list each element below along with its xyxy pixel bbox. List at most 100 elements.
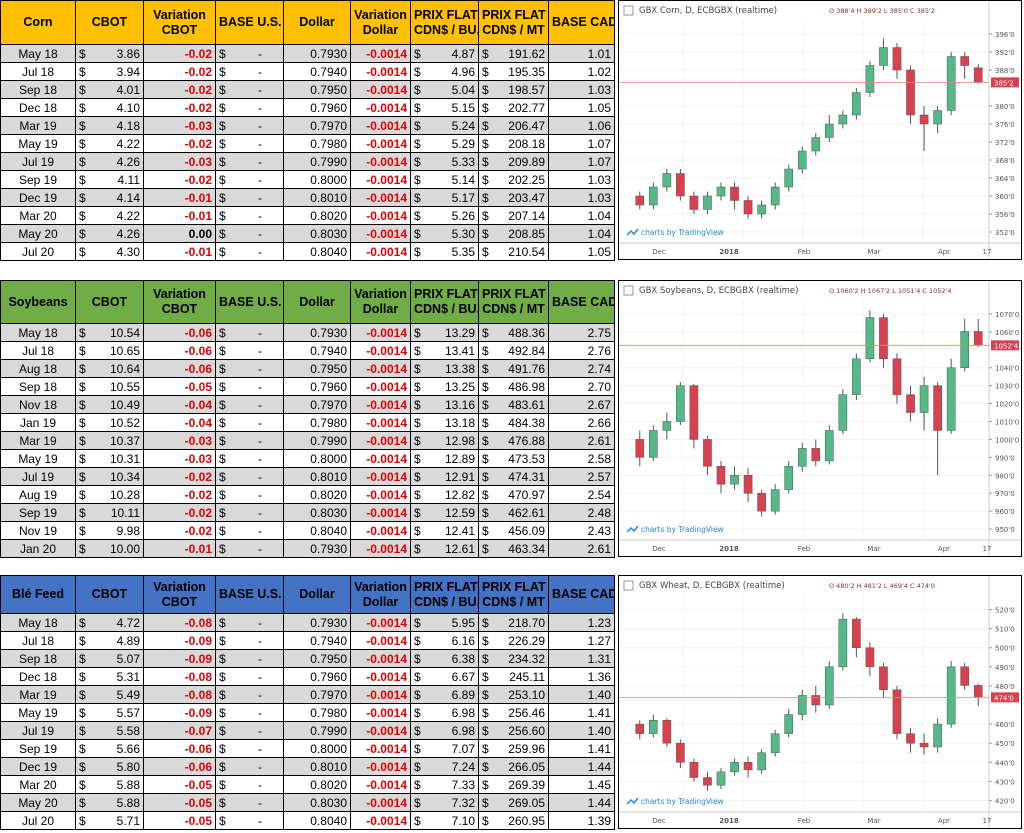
money-cell: $208.18 bbox=[482, 137, 545, 151]
data-cell: $5.29 bbox=[410, 134, 479, 153]
currency: $ bbox=[219, 136, 226, 151]
value: 256.60 bbox=[508, 723, 545, 738]
header-cell: BASE CAD bbox=[548, 0, 615, 45]
value: - bbox=[258, 795, 262, 810]
value: -0.0014 bbox=[366, 64, 407, 79]
value: - bbox=[258, 325, 262, 340]
value: Aug 18 bbox=[18, 361, 58, 376]
currency: $ bbox=[482, 487, 489, 502]
data-cell: $5.58 bbox=[75, 721, 144, 740]
money-cell: $ - bbox=[219, 778, 280, 792]
value: - bbox=[258, 415, 262, 430]
money-cell: $ - bbox=[219, 616, 280, 630]
value: - bbox=[258, 741, 262, 756]
money-cell: $ - bbox=[219, 344, 280, 358]
value: - bbox=[258, 100, 262, 115]
header-text: Blé Feed bbox=[11, 587, 65, 601]
money-cell: $13.38 bbox=[414, 362, 475, 376]
data-cell: -0.02 bbox=[143, 485, 216, 504]
value: 1.07 bbox=[587, 154, 611, 169]
money-cell: $12.82 bbox=[414, 488, 475, 502]
data-cell: $ - bbox=[215, 721, 284, 740]
value: 470.97 bbox=[508, 487, 545, 502]
last-price-tag bbox=[991, 692, 1019, 703]
currency: $ bbox=[79, 82, 86, 97]
chart-title: GBX Soybeans, D, ECBGBX (realtime) bbox=[639, 286, 798, 296]
candle-body bbox=[852, 358, 861, 395]
data-cell: $260.95 bbox=[478, 811, 549, 830]
candle-body bbox=[757, 752, 766, 771]
value: 260.95 bbox=[508, 813, 545, 828]
value: - bbox=[258, 64, 262, 79]
data-cell: May 19 bbox=[0, 703, 76, 722]
data-cell: 2.58 bbox=[548, 449, 615, 468]
data-cell: -0.0014 bbox=[350, 359, 411, 378]
data-cell: 1.03 bbox=[548, 80, 615, 99]
data-cell: Jul 18 bbox=[0, 341, 76, 360]
value: -0.04 bbox=[184, 397, 212, 412]
value: 0.7930 bbox=[310, 541, 347, 556]
value: 4.26 bbox=[116, 154, 140, 169]
value: 12.59 bbox=[444, 505, 475, 520]
value: 0.8040 bbox=[310, 244, 347, 259]
money-cell: $463.34 bbox=[482, 542, 545, 556]
value: 5.29 bbox=[451, 136, 475, 151]
candle-body bbox=[797, 150, 807, 170]
data-cell: 1.41 bbox=[548, 739, 615, 758]
candle-body bbox=[865, 317, 875, 360]
currency: $ bbox=[219, 523, 226, 538]
chart-title: GBX Wheat, D, ECBGBX (realtime) bbox=[639, 581, 785, 591]
data-row: May 20 $5.88 -0.05 $ -0.8030 -0.0014 $7.32 $269… bbox=[0, 793, 615, 812]
data-cell: $208.85 bbox=[478, 224, 549, 243]
data-cell: -0.0014 bbox=[350, 631, 411, 650]
value: 2.48 bbox=[587, 505, 611, 520]
value: Jan 19 bbox=[19, 415, 57, 430]
value: -0.0014 bbox=[366, 82, 407, 97]
data-cell: $ - bbox=[215, 116, 284, 135]
value: 0.7940 bbox=[310, 343, 347, 358]
money-cell: $4.14 bbox=[79, 191, 140, 205]
data-cell: $4.11 bbox=[75, 170, 144, 189]
y-tick-label: 510'0 bbox=[995, 626, 1015, 634]
header-cell: CBOT bbox=[75, 280, 144, 324]
data-cell: -0.0014 bbox=[350, 449, 411, 468]
value: 6.16 bbox=[451, 633, 475, 648]
data-cell: -0.0014 bbox=[350, 685, 411, 704]
data-cell: -0.09 bbox=[143, 649, 216, 668]
money-cell: $ - bbox=[219, 670, 280, 684]
data-cell: 1.03 bbox=[548, 188, 615, 207]
candle-body bbox=[919, 385, 929, 413]
data-cell: Sep 18 bbox=[0, 649, 76, 668]
currency: $ bbox=[79, 541, 86, 556]
currency: $ bbox=[414, 397, 421, 412]
data-cell: -0.01 bbox=[143, 206, 216, 225]
candle-body bbox=[689, 195, 699, 210]
data-cell: 0.7990 bbox=[283, 721, 351, 740]
data-cell: $4.30 bbox=[75, 242, 144, 261]
data-cell: $ - bbox=[215, 323, 284, 342]
data-cell: 0.8000 bbox=[283, 170, 351, 189]
data-cell: $ - bbox=[215, 224, 284, 243]
currency: $ bbox=[414, 723, 421, 738]
money-cell: $269.39 bbox=[482, 778, 545, 792]
value: Dec 19 bbox=[18, 190, 58, 205]
data-cell: $486.98 bbox=[478, 377, 549, 396]
data-row: Jul 18 $10.65 -0.06 $ -0.7940 -0.0014 $13.41 $4… bbox=[0, 341, 615, 360]
value: Jul 20 bbox=[21, 813, 55, 828]
data-cell: -0.08 bbox=[143, 685, 216, 704]
money-cell: $12.98 bbox=[414, 434, 475, 448]
money-cell: $ - bbox=[219, 506, 280, 520]
currency: $ bbox=[79, 118, 86, 133]
money-cell: $10.31 bbox=[79, 452, 140, 466]
currency: $ bbox=[79, 523, 86, 538]
data-cell: Dec 19 bbox=[0, 188, 76, 207]
value: -0.0014 bbox=[366, 469, 407, 484]
value: - bbox=[258, 723, 262, 738]
value: Jul 19 bbox=[21, 723, 55, 738]
money-cell: $266.05 bbox=[482, 760, 545, 774]
candle-body bbox=[973, 67, 983, 83]
value: 463.34 bbox=[508, 541, 545, 556]
candle-body bbox=[811, 695, 821, 706]
x-tick-label: Feb bbox=[798, 545, 811, 553]
data-cell: -0.02 bbox=[143, 521, 216, 540]
